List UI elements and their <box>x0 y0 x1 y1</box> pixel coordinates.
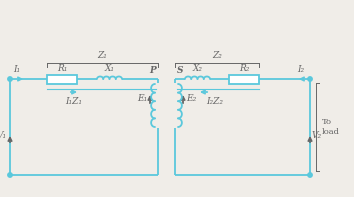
Text: To
load: To load <box>322 118 340 136</box>
Text: P: P <box>149 66 156 75</box>
Circle shape <box>308 77 312 81</box>
Text: Z₁: Z₁ <box>98 51 107 60</box>
Bar <box>47 74 77 84</box>
Text: I₁: I₁ <box>13 65 21 74</box>
Text: X₁: X₁ <box>104 64 114 73</box>
Text: S: S <box>177 66 183 75</box>
Circle shape <box>8 77 12 81</box>
Text: Z₂: Z₂ <box>212 51 222 60</box>
Circle shape <box>8 173 12 177</box>
Text: E₁: E₁ <box>137 94 147 102</box>
Text: I₁Z₁: I₁Z₁ <box>65 97 82 106</box>
Text: V₂: V₂ <box>312 130 322 139</box>
Text: R₁: R₁ <box>57 64 67 73</box>
Text: I₂Z₂: I₂Z₂ <box>206 97 223 106</box>
Bar <box>229 74 259 84</box>
Text: V₁: V₁ <box>0 130 7 139</box>
Text: E₂: E₂ <box>186 94 196 102</box>
Text: I₂: I₂ <box>297 65 304 74</box>
Text: X₂: X₂ <box>193 64 202 73</box>
Circle shape <box>308 173 312 177</box>
Text: R₂: R₂ <box>239 64 249 73</box>
